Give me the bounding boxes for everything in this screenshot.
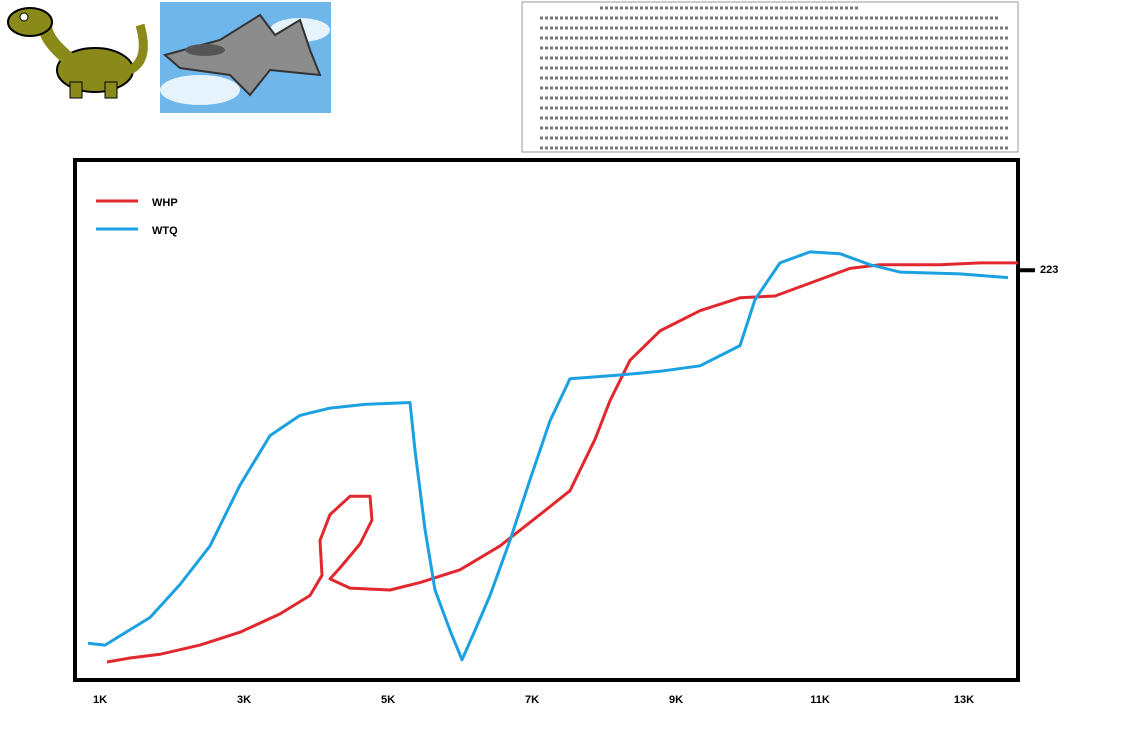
x-tick-label: 13K — [954, 694, 974, 706]
legend-label: WHP — [152, 197, 178, 209]
y-tick-label: 223 — [1040, 264, 1058, 276]
legend-label: WTQ — [152, 225, 178, 237]
printout-image — [521, 1, 1019, 153]
series-line — [106, 261, 1018, 664]
dinosaur-image — [7, 7, 148, 99]
x-tick-label: 11K — [810, 694, 830, 706]
x-tick-label: 9K — [669, 694, 683, 706]
series-line — [87, 250, 1009, 662]
x-tick-label: 7K — [525, 694, 539, 706]
plot-frame — [73, 158, 1020, 682]
x-tick-label: 5K — [381, 694, 395, 706]
x-tick-label: 3K — [237, 694, 251, 706]
x-tick-label: 1K — [93, 694, 107, 706]
jet-image — [160, 2, 331, 113]
